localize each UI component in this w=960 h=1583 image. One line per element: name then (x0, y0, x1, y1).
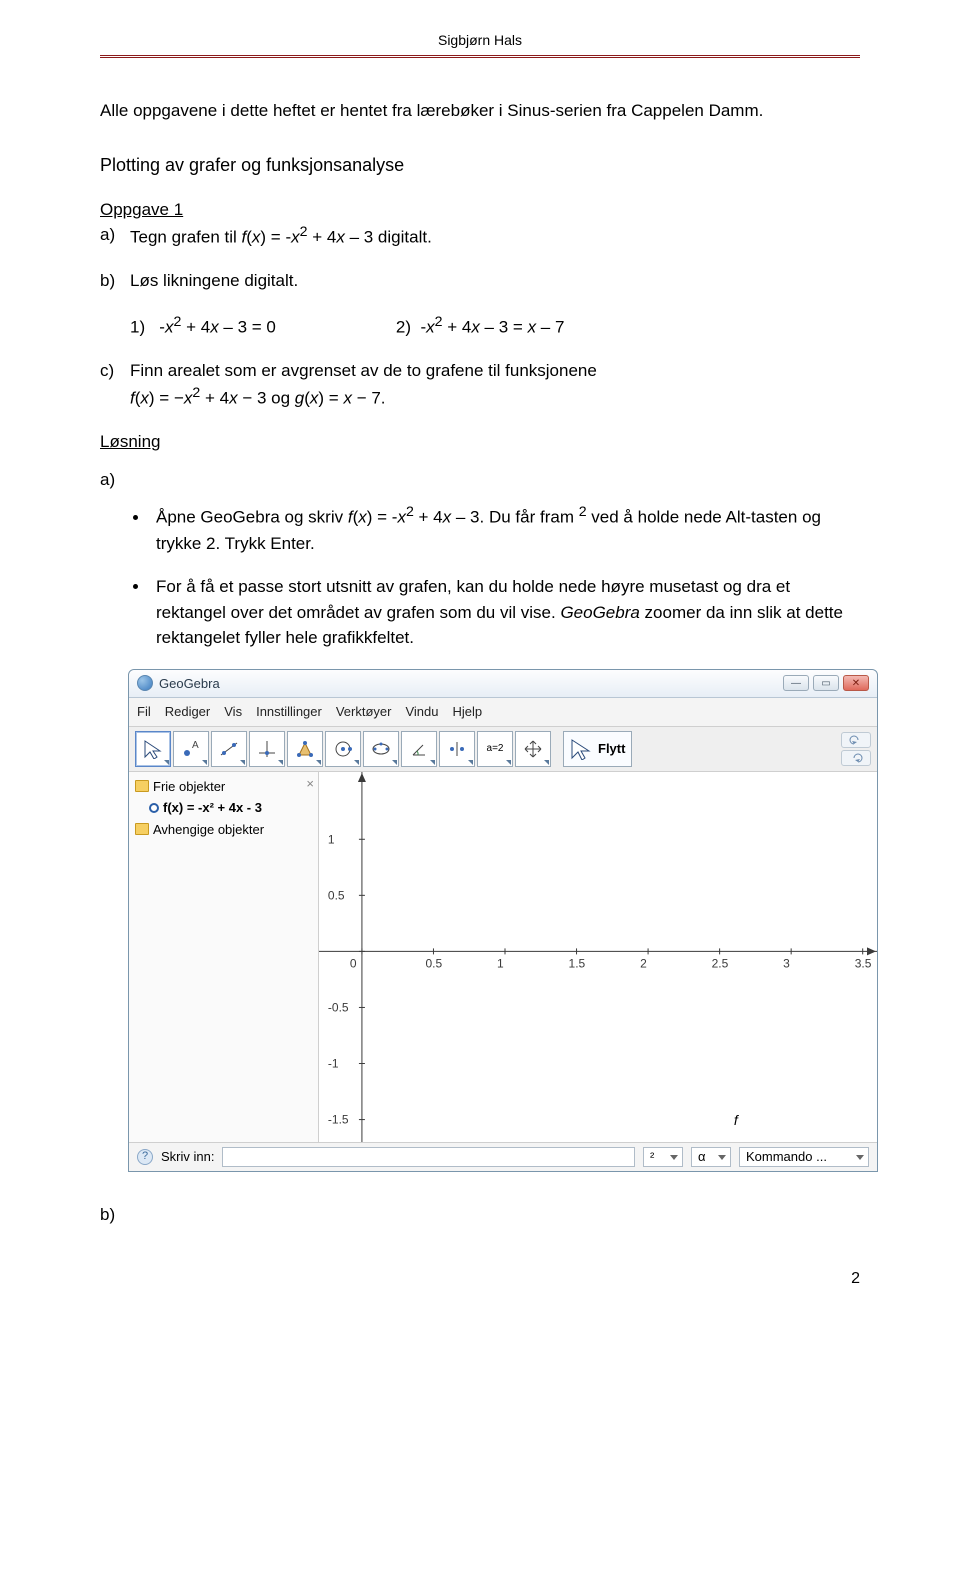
algebra-panel: × Frie objekter f(x) = -x² + 4x - 3 Avhe… (129, 772, 319, 1142)
tool-perp[interactable] (249, 731, 285, 767)
svg-text:3: 3 (783, 956, 790, 970)
bullet-1: Åpne GeoGebra og skriv f(x) = -x2 + 4x –… (150, 502, 860, 556)
redo-button[interactable] (841, 750, 871, 766)
section-title: Plotting av grafer og funksjonsanalyse (100, 152, 860, 179)
undo-button[interactable] (841, 732, 871, 748)
menu-vis[interactable]: Vis (224, 702, 242, 722)
help-icon[interactable]: ? (137, 1149, 153, 1165)
tool-angle[interactable] (401, 731, 437, 767)
page-number: 2 (0, 1267, 960, 1311)
header-author: Sigbjørn Hals (100, 30, 860, 51)
maximize-button[interactable]: ▭ (813, 675, 839, 691)
task-a-text: Tegn grafen til f(x) = -x2 + 4x – 3 digi… (130, 222, 860, 250)
menu-vindu[interactable]: Vindu (405, 702, 438, 722)
close-button[interactable]: ✕ (843, 675, 869, 691)
oppgave-label: Oppgave 1 (100, 197, 860, 223)
tool-movegraph[interactable] (515, 731, 551, 767)
task-c-label: c) (100, 358, 130, 412)
input-bar: ? Skriv inn: ² α Kommando ... (129, 1142, 877, 1171)
menu-rediger[interactable]: Rediger (165, 702, 211, 722)
svg-text:2: 2 (640, 956, 647, 970)
dependent-objects-folder[interactable]: Avhengige objekter (135, 819, 312, 841)
svg-text:f: f (734, 1112, 740, 1128)
free-objects-folder[interactable]: Frie objekter (135, 776, 312, 798)
panel-close-icon[interactable]: × (306, 774, 314, 794)
svg-text:-1.5: -1.5 (328, 1112, 349, 1126)
menu-bar: Fil Rediger Vis Innstillinger Verktøyer … (129, 698, 877, 727)
solution-a-label: a) (100, 467, 860, 493)
window-title: GeoGebra (159, 674, 777, 694)
function-object[interactable]: f(x) = -x² + 4x - 3 (149, 797, 312, 819)
svg-text:A: A (192, 740, 199, 751)
graphics-view[interactable]: 0 0.5 1 1.5 2 2.5 3 3.5 -1.5 -1 -0.5 0.5 1 f (319, 772, 877, 1142)
tool-line[interactable] (211, 731, 247, 767)
plot-canvas: 0 0.5 1 1.5 2 2.5 3 3.5 -1.5 -1 -0.5 0.5 1 f (319, 772, 877, 1142)
toolbar: A a=2 Flytt (129, 727, 877, 772)
symbol-alpha-select[interactable]: α (691, 1147, 731, 1167)
svg-text:0.5: 0.5 (328, 888, 345, 902)
tool-conic[interactable] (363, 731, 399, 767)
geogebra-logo-icon (137, 675, 153, 691)
bullet-2: For å få et passe stort utsnitt av grafe… (150, 574, 860, 651)
title-bar[interactable]: GeoGebra — ▭ ✕ (129, 670, 877, 699)
intro-text: Alle oppgavene i dette heftet er hentet … (100, 98, 860, 124)
task-a-label: a) (100, 222, 130, 250)
svg-text:0.5: 0.5 (425, 956, 442, 970)
menu-verktoyer[interactable]: Verktøyer (336, 702, 392, 722)
subtask-1: 1) -x2 + 4x – 3 = 0 (130, 312, 276, 340)
menu-fil[interactable]: Fil (137, 702, 151, 722)
tool-polygon[interactable] (287, 731, 323, 767)
minimize-button[interactable]: — (783, 675, 809, 691)
tool-reflect[interactable] (439, 731, 475, 767)
task-b-text: Løs likningene digitalt. (130, 268, 860, 294)
svg-text:1: 1 (497, 956, 504, 970)
tool-slider[interactable]: a=2 (477, 731, 513, 767)
svg-text:1: 1 (328, 832, 335, 846)
input-label: Skriv inn: (161, 1147, 214, 1167)
svg-text:2.5: 2.5 (712, 956, 729, 970)
solution-b-label: b) (100, 1202, 860, 1228)
geogebra-window: GeoGebra — ▭ ✕ Fil Rediger Vis Innstilli… (128, 669, 878, 1172)
symbol-power-select[interactable]: ² (643, 1147, 683, 1167)
menu-hjelp[interactable]: Hjelp (452, 702, 482, 722)
svg-text:-0.5: -0.5 (328, 1000, 349, 1014)
tool-point[interactable]: A (173, 731, 209, 767)
svg-text:3.5: 3.5 (855, 956, 872, 970)
subtask-2: 2) -x2 + 4x – 3 = x – 7 (396, 312, 565, 340)
svg-text:-1: -1 (328, 1056, 339, 1070)
tool-circle[interactable] (325, 731, 361, 767)
command-select[interactable]: Kommando ... (739, 1147, 869, 1167)
svg-text:1.5: 1.5 (569, 956, 586, 970)
input-field[interactable] (222, 1147, 635, 1167)
menu-innstillinger[interactable]: Innstillinger (256, 702, 322, 722)
task-b-label: b) (100, 268, 130, 294)
losning-heading: Løsning (100, 429, 860, 455)
header-divider (100, 55, 860, 58)
tool-move[interactable] (135, 731, 171, 767)
svg-text:0: 0 (350, 956, 357, 970)
task-c-text: Finn arealet som er avgrenset av de to g… (130, 358, 860, 412)
tool-label: Flytt (563, 731, 632, 767)
